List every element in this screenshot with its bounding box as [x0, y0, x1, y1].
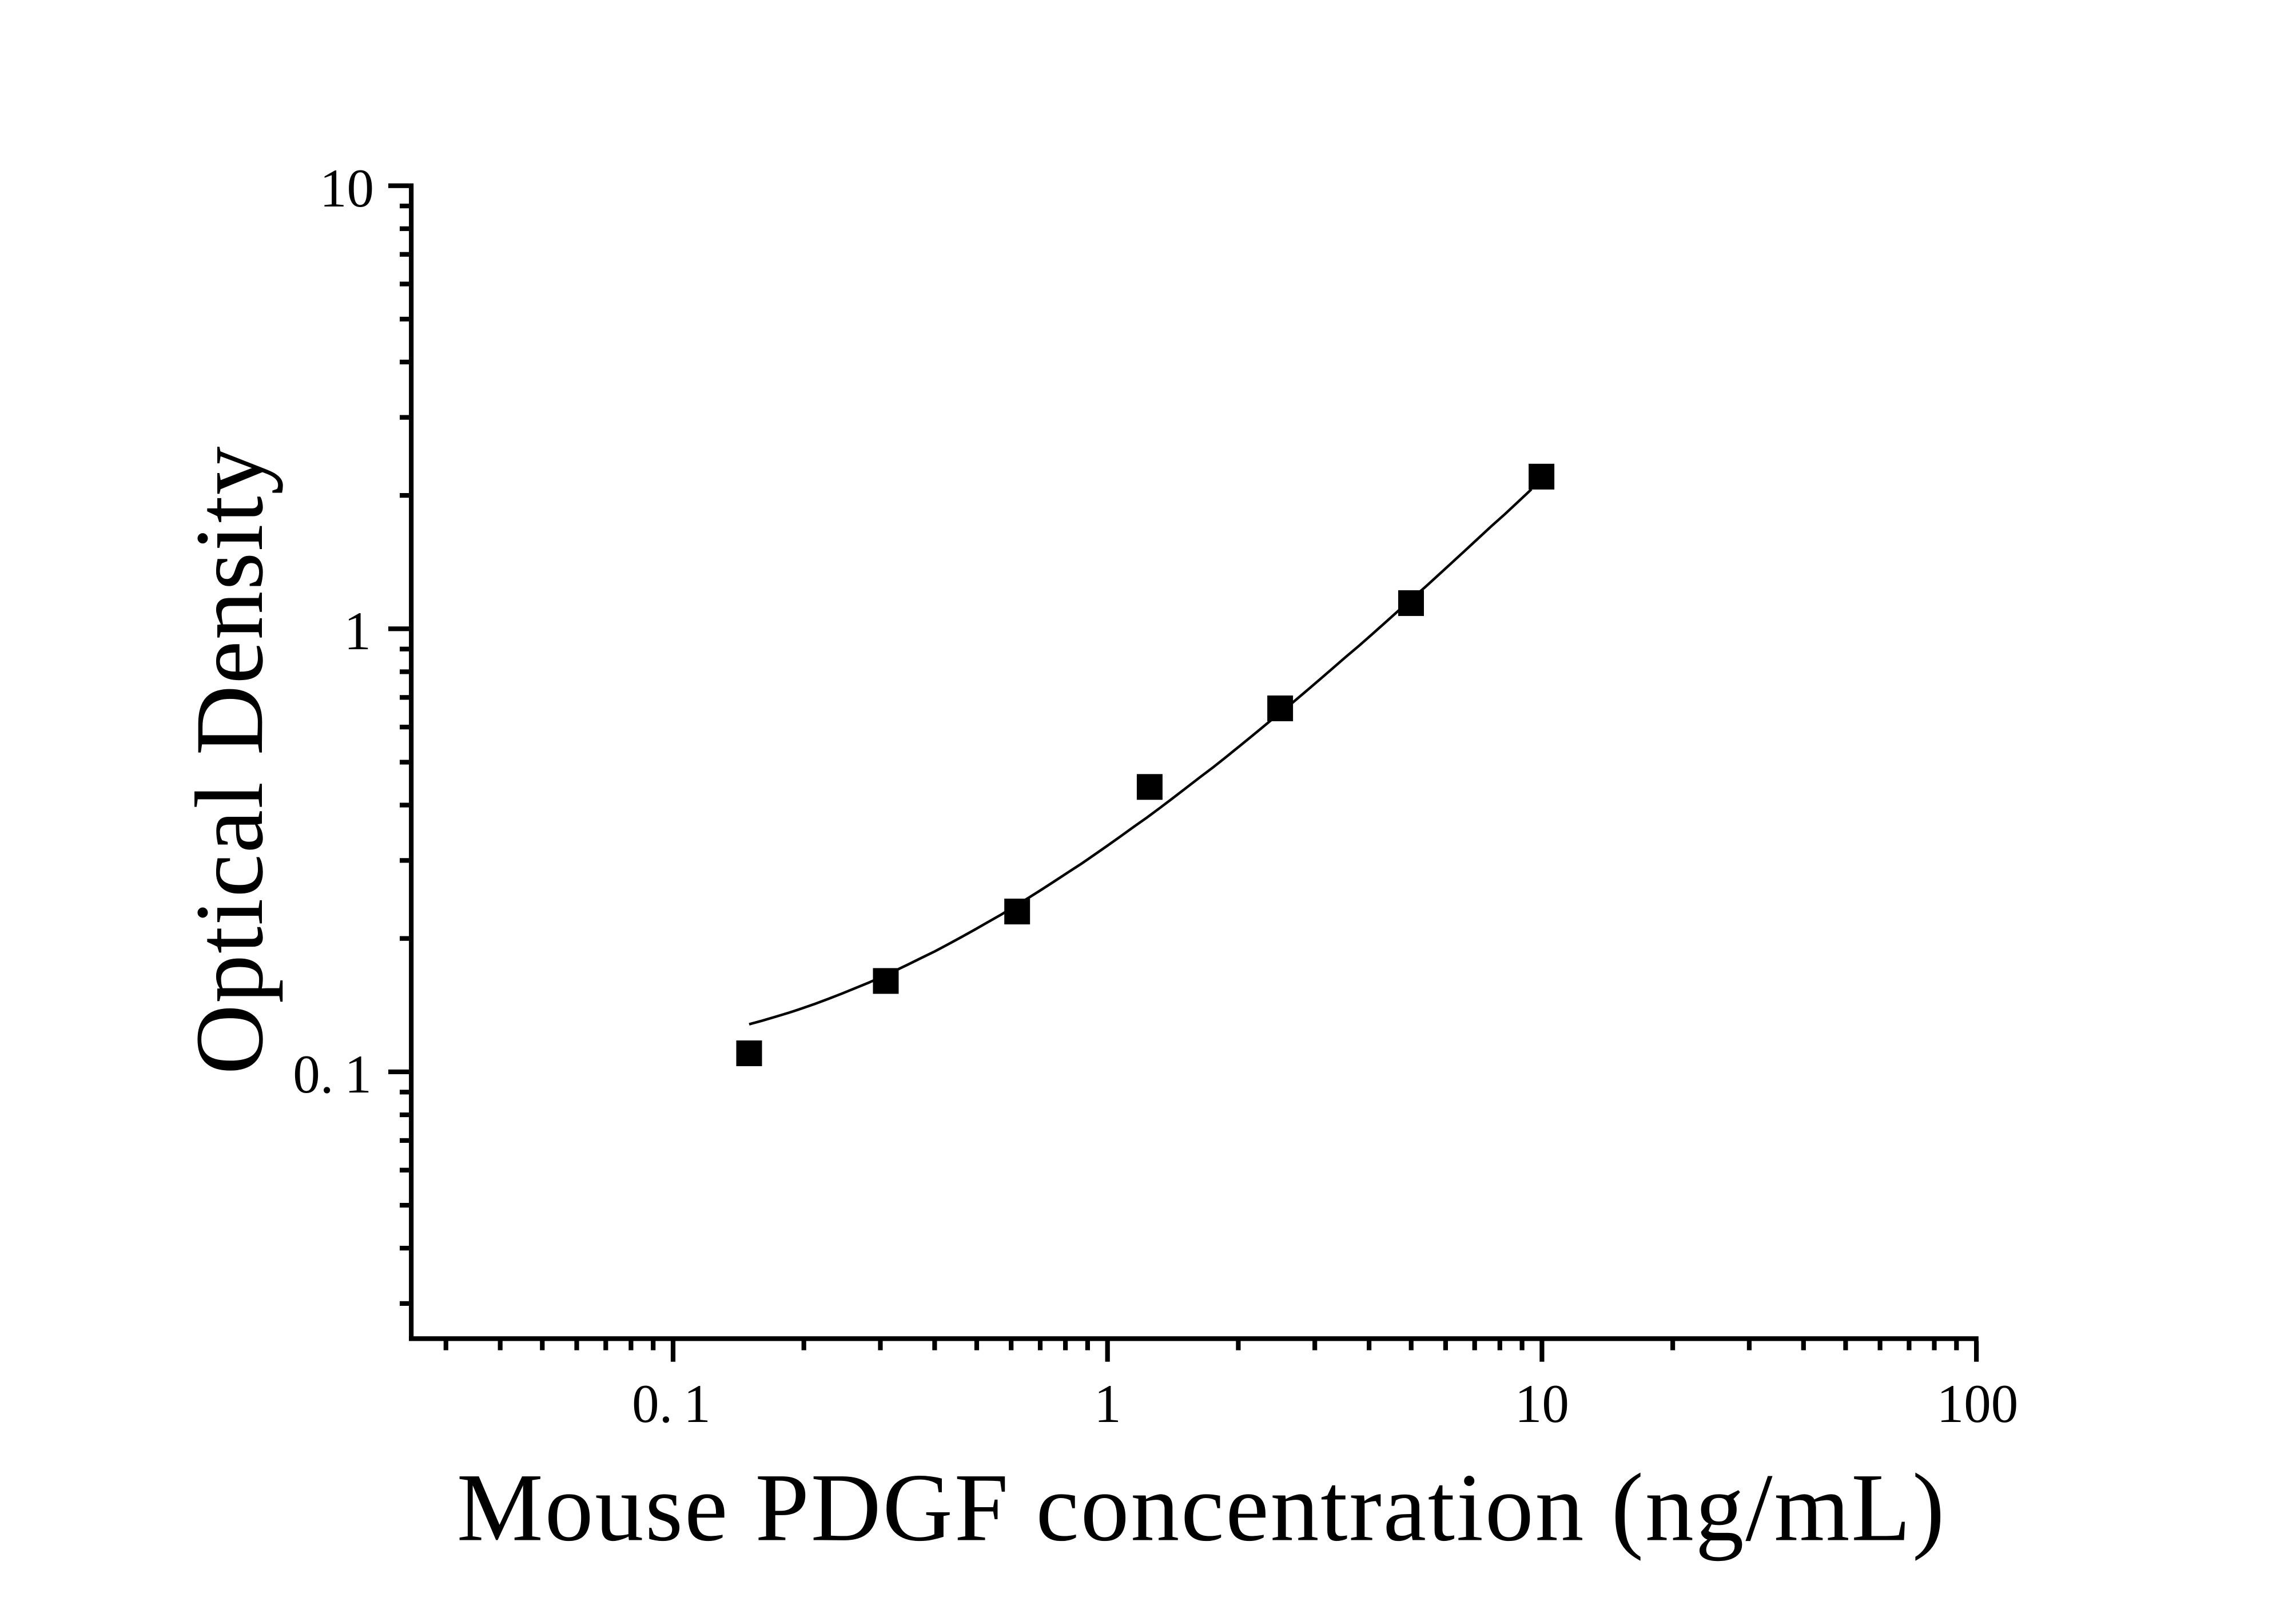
svg-text:0. 1: 0. 1 [632, 1373, 711, 1434]
svg-text:Mouse PDGF concentration (ng/m: Mouse PDGF concentration (ng/mL) [457, 1454, 1947, 1562]
svg-text:10: 10 [1515, 1373, 1569, 1434]
svg-text:10: 10 [320, 158, 374, 218]
svg-text:Optical Density: Optical Density [176, 445, 283, 1074]
svg-text:1: 1 [1094, 1373, 1121, 1434]
svg-text:0. 1: 0. 1 [293, 1044, 372, 1105]
svg-text:100: 100 [1937, 1373, 2019, 1434]
svg-text:1: 1 [344, 601, 372, 661]
